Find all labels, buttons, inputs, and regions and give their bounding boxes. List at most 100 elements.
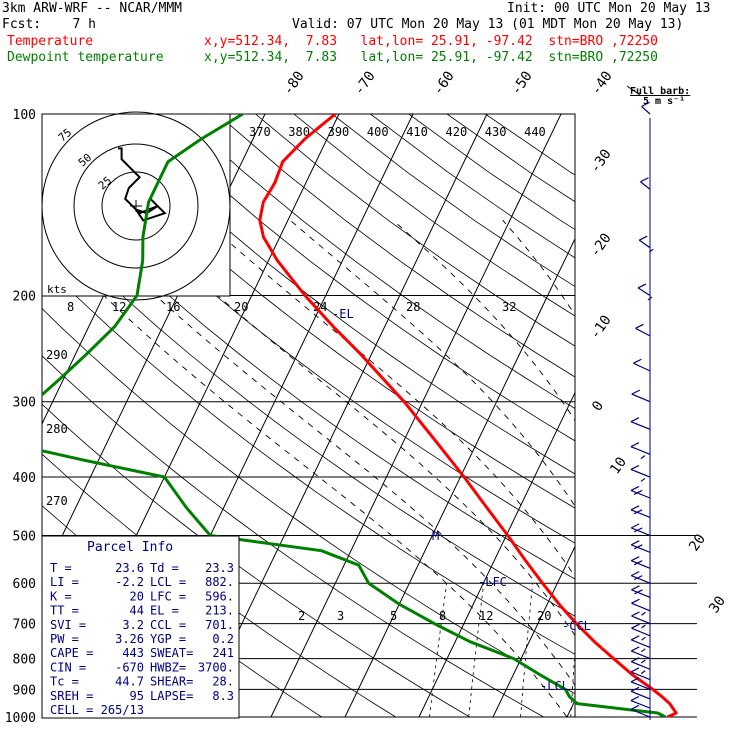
isotherm-line [566,699,575,717]
wind-barb-flag [630,417,640,423]
wind-barb-staff [638,239,651,249]
dry-adiabat [42,217,575,617]
parcel-info-key: HWBZ= [150,660,186,674]
wind-barb-half [640,648,646,653]
parcel-info-value: 701. [205,618,234,632]
wind-barb-staff [630,671,651,681]
hodograph-ring [101,171,171,241]
hodograph-ring [41,111,231,301]
temperature-legend: Temperature [7,34,94,49]
parcel-info-box: Parcel Info T = 23.6 Td = 23.3 LI = -2.2 LCL = 8… [41,535,240,719]
mixing-ratio-line [468,583,485,717]
dewpoint-legend: Dewpoint temperature [7,50,164,65]
isotherm-label: -50 [508,68,536,98]
wind-barb [630,646,651,664]
dewpoint-location: x,y=512.34, 7.83 lat,lon= 25.91, -97.42 … [204,50,658,65]
parcel-info-key: Tc = [50,675,79,689]
wind-barb-flag [630,695,640,702]
wind-barb-flag [630,523,640,529]
wind-barb-flag [631,585,640,591]
parcel-info-key: LAPSE= [150,689,193,703]
parcel-info-value: 265/13 [101,703,144,717]
parcel-info-value: 882. [205,575,234,589]
wind-barb [641,101,651,115]
wind-barb-staff [631,639,651,648]
barb-legend-title: Full barb: [630,86,690,97]
wind-barb-flag [630,442,640,448]
wind-barb [638,235,654,253]
isentrope-label: 430 [485,125,507,139]
hodograph-trace [118,147,167,222]
wind-barb-staff [631,615,651,625]
wind-barb-flag [640,177,649,183]
dry-adiabat [42,130,575,544]
mixing-ratio-label: 28 [406,300,420,314]
chart-header: 3km ARW-WRF -- NCAR/MMM Init: 00 UTC Mon… [0,0,740,70]
dry-adiabat [140,114,575,442]
wind-barb-half [641,624,646,629]
wind-barb [630,556,651,569]
wind-barb [635,323,651,337]
mixing-ratio-label: 12 [479,609,493,623]
wind-barb-staff [630,421,651,430]
parcel-info-key: SVI = [50,618,86,632]
parcel-info-key: T = [50,561,72,575]
dry-adiabat [293,114,575,317]
wind-barb-flag [630,646,640,652]
isotherm-label: -60 [430,68,458,98]
parcel-info-key: SHEAR= [150,675,193,689]
wind-barb-flag [630,485,640,491]
wind-barb [630,657,651,675]
dry-adiabat [370,114,575,259]
pressure-tick-label: 700 [13,618,36,633]
wind-barb-flag [634,589,643,595]
wind-barb-staff [630,489,651,499]
wind-barb-flag [630,657,640,663]
isotherm-line [492,545,575,717]
wind-barb-staff [631,575,651,584]
wind-barb-half [640,670,646,675]
wind-barb-flag [633,575,643,581]
hodograph-ring [73,143,199,269]
parcel-info-value: 28. [212,675,234,689]
level-marker-m: M [432,529,439,543]
wind-barb-staff [631,589,651,598]
wind-barb [630,667,651,681]
temperature-location: x,y=512.34, 7.83 lat,lon= 25.91, -97.42 … [204,34,658,49]
parcel-info-value: 23.3 [205,561,234,575]
moist-adiabat [134,219,575,637]
isotherm-label: -10 [587,312,615,342]
isotherm-label: -40 [588,68,616,98]
wind-barb [631,623,651,641]
wind-barb [630,505,651,518]
pressure-tick-label: 200 [13,290,36,305]
pressure-tick-label: 800 [13,653,36,668]
mixing-ratio-label: 5 [390,609,397,623]
wind-barb [633,358,651,372]
isotherm-line [196,114,488,717]
wind-barb [631,611,651,629]
dry-adiabat [446,114,575,203]
isentrope-label: 390 [328,125,350,139]
wind-barb-flag [631,611,640,617]
wind-barb [630,686,651,700]
dry-adiabat [178,114,575,409]
pressure-tick-label: 600 [13,577,36,592]
wind-barb-flag [633,560,643,566]
wind-barb-staff [631,627,651,637]
wind-barb [631,389,651,403]
wind-barb-half [640,455,646,460]
parcel-info-key: LFC = [150,589,186,603]
mixing-ratio-label: 2 [298,609,305,623]
parcel-info-key: CAPE = [50,646,93,660]
isentrope-label: 410 [406,125,428,139]
parcel-info-key: LCL = [150,575,186,589]
isotherm-label: 10 [607,454,630,477]
parcel-info-value: 596. [205,589,234,603]
wind-barb [630,485,651,499]
wind-barb [631,598,651,616]
wind-barb [630,704,651,718]
isotherm-label: 20 [686,531,709,554]
